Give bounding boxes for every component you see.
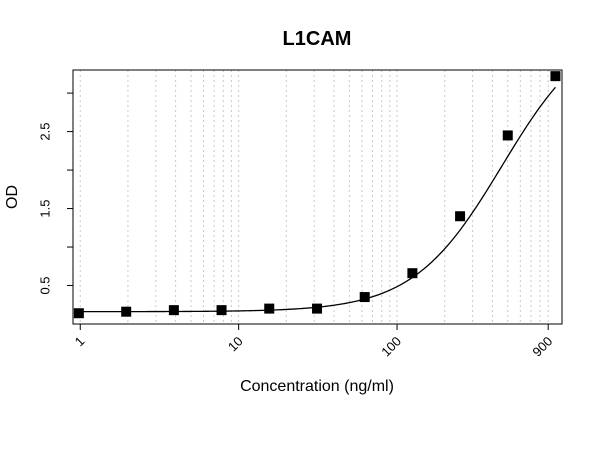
data-point [264,303,275,314]
data-point [168,305,179,316]
y-tick-label: 2.5 [38,123,53,141]
y-tick-label: 1.5 [38,200,53,218]
data-point [550,71,561,82]
data-point [73,308,84,319]
y-axis-label: OD [4,185,21,209]
grid [79,70,549,324]
data-point [455,211,466,222]
data-points [73,71,561,319]
y-axis: 0.5 1.5 2.5 [38,92,73,295]
fit-curve [78,86,556,313]
data-point [359,292,370,303]
data-point [502,130,513,141]
x-tick-label: 100 [378,334,404,360]
y-tick-label: 0.5 [38,276,53,294]
data-point [216,305,227,316]
x-tick-label: 1 [72,334,88,350]
plot-area [72,69,563,325]
data-point [312,303,323,314]
x-tick-label: 10 [225,334,246,355]
data-point [407,268,418,279]
x-axis-label: Concentration (ng/ml) [240,378,394,395]
data-point [121,306,132,317]
x-axis: 1 10 100 900 [72,324,555,360]
x-tick-label: 900 [529,334,555,360]
chart-title: L1CAM [283,28,352,50]
